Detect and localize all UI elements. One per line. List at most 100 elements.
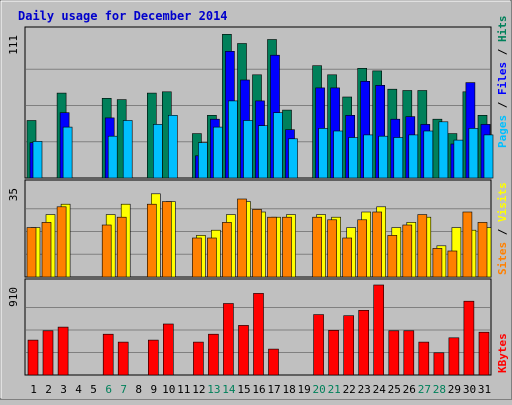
bar-pages-day-9 xyxy=(153,124,163,179)
legend-files: Files xyxy=(496,62,509,95)
bar-kbytes-day-22 xyxy=(343,315,355,376)
bar-pages-day-7 xyxy=(122,120,133,179)
bar-sites-day-23 xyxy=(357,219,368,278)
x-tick-label: 6 xyxy=(105,383,112,396)
bar-kbytes-day-14 xyxy=(223,303,234,376)
bar-sites-day-2 xyxy=(41,222,52,278)
x-tick-label: 29 xyxy=(448,383,461,396)
visits-panel-ymax-label: 35 xyxy=(7,188,20,201)
kbytes-panel-ymax-label: 910 xyxy=(7,287,20,307)
bar-pages-day-15 xyxy=(243,120,253,179)
bar-sites-day-21 xyxy=(327,219,337,278)
x-tick-label: 27 xyxy=(418,383,431,396)
bar-pages-day-17 xyxy=(273,112,283,179)
x-tick-label: 30 xyxy=(463,383,476,396)
bar-pages-day-31 xyxy=(483,134,494,179)
x-tick-label: 7 xyxy=(120,383,127,396)
bar-pages-day-30 xyxy=(468,128,479,179)
bar-sites-day-30 xyxy=(462,211,473,278)
bar-sites-day-1 xyxy=(26,227,37,278)
x-tick-label: 16 xyxy=(252,383,265,396)
x-tick-label: 21 xyxy=(328,383,341,396)
bar-sites-day-20 xyxy=(312,216,322,278)
bar-pages-day-14 xyxy=(228,100,238,179)
bar-kbytes-day-31 xyxy=(478,331,490,376)
bar-sites-day-17 xyxy=(267,216,277,278)
bar-pages-day-21 xyxy=(333,130,343,179)
bar-pages-day-3 xyxy=(62,126,73,179)
bar-pages-day-18 xyxy=(288,138,298,179)
x-tick-label: 15 xyxy=(237,383,250,396)
x-tick-label: 9 xyxy=(150,383,157,396)
bar-sites-day-25 xyxy=(387,235,398,278)
bar-kbytes-day-21 xyxy=(328,329,339,376)
bar-kbytes-day-30 xyxy=(463,300,475,376)
x-tick-label: 1 xyxy=(30,383,37,396)
bar-kbytes-day-7 xyxy=(117,341,129,376)
bar-sites-day-12 xyxy=(192,237,202,278)
bar-kbytes-day-15 xyxy=(238,325,249,376)
bar-sites-day-10 xyxy=(162,201,172,278)
legend-visits-panel: Sites / Visits xyxy=(496,182,509,275)
bar-pages-day-10 xyxy=(168,115,178,179)
bar-kbytes-day-13 xyxy=(208,333,219,376)
bar-pages-day-27 xyxy=(423,130,434,179)
bar-pages-day-6 xyxy=(107,135,118,179)
bar-sites-day-28 xyxy=(432,248,443,278)
bar-sites-day-15 xyxy=(237,198,247,278)
legend-kbytes: KBytes xyxy=(496,333,509,373)
bar-kbytes-day-29 xyxy=(448,337,460,376)
x-tick-label: 20 xyxy=(312,383,325,396)
x-tick-label: 4 xyxy=(75,383,82,396)
x-tick-label: 23 xyxy=(358,383,371,396)
x-tick-label: 19 xyxy=(297,383,310,396)
bar-pages-day-13 xyxy=(213,126,223,179)
bar-pages-day-29 xyxy=(453,139,464,179)
legend-sites: Sites xyxy=(496,242,509,275)
bar-sites-day-27 xyxy=(417,214,428,278)
bar-kbytes-day-3 xyxy=(57,326,69,376)
chart-title: Daily usage for December 2014 xyxy=(18,9,228,23)
bar-kbytes-day-28 xyxy=(433,352,445,376)
bar-sites-day-9 xyxy=(147,203,157,278)
x-tick-label: 17 xyxy=(267,383,280,396)
x-tick-label: 26 xyxy=(403,383,416,396)
bar-sites-day-3 xyxy=(56,206,67,278)
bar-pages-day-12 xyxy=(198,142,208,179)
bar-kbytes-day-2 xyxy=(42,330,54,376)
x-tick-label: 18 xyxy=(282,383,295,396)
bar-sites-day-24 xyxy=(372,211,383,278)
bar-kbytes-day-17 xyxy=(268,348,279,376)
hits-panel-ymax-label: 111 xyxy=(7,35,20,55)
x-tick-label: 14 xyxy=(222,383,236,396)
x-tick-label: 13 xyxy=(207,383,220,396)
x-tick-label: 31 xyxy=(478,383,491,396)
bar-kbytes-day-20 xyxy=(313,314,324,376)
legend-kbytes-panel: KBytes xyxy=(496,333,509,373)
bar-kbytes-day-27 xyxy=(418,341,430,376)
bar-sites-day-16 xyxy=(252,209,262,278)
bar-kbytes-day-16 xyxy=(253,293,264,376)
legend-hits: Hits xyxy=(496,16,509,43)
bar-kbytes-day-25 xyxy=(388,330,400,376)
x-tick-label: 3 xyxy=(60,383,67,396)
legend-pages: Pages xyxy=(496,115,509,148)
bar-sites-day-14 xyxy=(222,222,232,278)
bar-pages-day-20 xyxy=(318,128,328,179)
bar-kbytes-day-6 xyxy=(102,333,114,376)
x-tick-label: 25 xyxy=(388,383,401,396)
bar-pages-day-26 xyxy=(408,134,419,179)
x-tick-label: 24 xyxy=(373,383,387,396)
legend-visits: Visits xyxy=(496,182,509,222)
bar-pages-day-16 xyxy=(258,125,268,179)
x-tick-label: 2 xyxy=(45,383,52,396)
bar-kbytes-day-10 xyxy=(163,323,174,376)
x-tick-label: 12 xyxy=(192,383,205,396)
x-tick-label: 10 xyxy=(162,383,175,396)
legend-hits-panel: Pages / Files / Hits xyxy=(496,16,509,149)
bar-pages-day-24 xyxy=(378,135,389,179)
bar-sites-day-26 xyxy=(402,224,413,278)
bar-sites-day-6 xyxy=(101,224,112,278)
